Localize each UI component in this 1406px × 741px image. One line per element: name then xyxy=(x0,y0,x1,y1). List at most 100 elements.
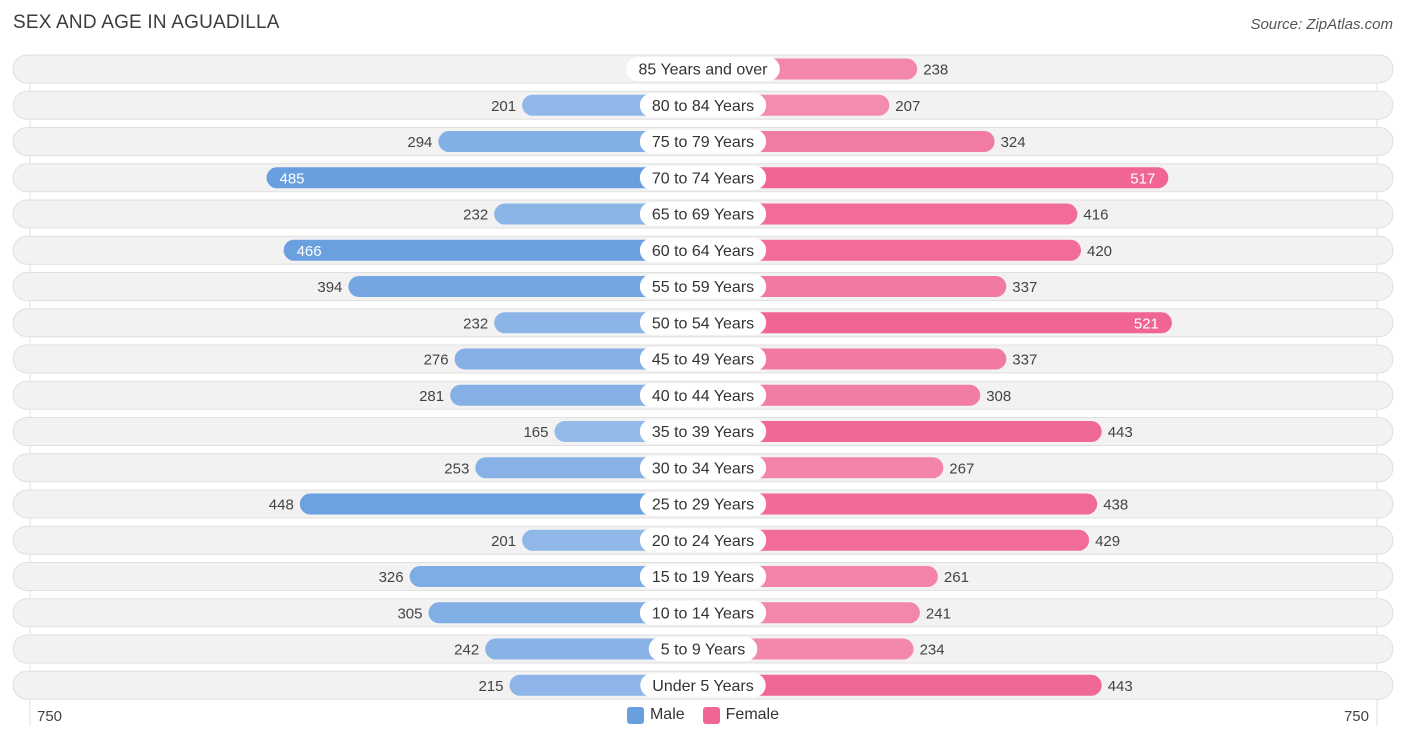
category-label: 45 to 49 Years xyxy=(652,352,754,369)
legend-item-female[interactable]: Female xyxy=(702,706,780,724)
bar-female xyxy=(691,131,995,152)
row-14: 326 261 15 to 19 Years xyxy=(12,562,1394,591)
row-11: 253 267 30 to 34 Years xyxy=(12,453,1394,483)
category-pill xyxy=(639,528,767,553)
category-label: 50 to 54 Years xyxy=(652,315,754,332)
bar-female xyxy=(691,348,1007,370)
row-1: 201 207 80 to 84 Years xyxy=(12,90,1394,120)
category-pill xyxy=(626,57,780,81)
category-pill xyxy=(639,93,767,118)
category-label: 20 to 24 Years xyxy=(652,533,754,550)
legend-label-female: Female xyxy=(725,706,780,723)
category-pill xyxy=(639,202,767,226)
value-label-female: 443 xyxy=(1108,678,1133,695)
category-label: 5 to 9 Years xyxy=(661,642,746,659)
category-label: Under 5 Years xyxy=(652,678,753,695)
bar-male xyxy=(409,566,715,587)
category-label: 60 to 64 Years xyxy=(652,243,754,260)
value-label-male: 232 xyxy=(463,315,488,332)
value-label-male: 294 xyxy=(407,134,432,151)
bar-female xyxy=(691,674,1102,696)
row-13: 201 429 20 to 24 Years xyxy=(12,525,1394,555)
legend-swatch-male xyxy=(626,706,644,724)
category-pill xyxy=(639,238,767,263)
row-5: 466 420 60 to 64 Years xyxy=(12,235,1394,265)
value-label-female: 517 xyxy=(1130,170,1155,187)
category-pill xyxy=(639,129,767,154)
category-label: 55 to 59 Years xyxy=(652,279,754,296)
category-label: 85 Years and over xyxy=(639,62,769,79)
value-label-female: 241 xyxy=(926,605,951,622)
bar-female xyxy=(691,421,1102,442)
row-2: 294 324 75 to 79 Years xyxy=(12,127,1394,156)
row-0: 4723885 Years and over xyxy=(12,54,1394,84)
category-label: 40 to 44 Years xyxy=(652,388,754,405)
category-label: 75 to 79 Years xyxy=(652,134,754,151)
row-4: 232 416 65 to 69 Years xyxy=(12,199,1394,229)
value-label-male: 215 xyxy=(478,678,503,695)
category-label: 25 to 29 Years xyxy=(652,497,754,514)
row-16: 242 234 5 to 9 Years xyxy=(12,634,1394,664)
legend-item-male[interactable]: Male xyxy=(626,706,685,724)
bar-male xyxy=(283,239,715,261)
category-pill xyxy=(639,455,767,480)
bar-male xyxy=(266,167,715,189)
bar-female xyxy=(691,312,1172,334)
category-label: 10 to 14 Years xyxy=(652,605,754,622)
value-label-male: 281 xyxy=(419,388,444,405)
category-label: 65 to 69 Years xyxy=(652,207,754,224)
value-label-male: 466 xyxy=(297,243,322,260)
category-label: 80 to 84 Years xyxy=(652,98,754,115)
value-label-male: 201 xyxy=(491,533,516,550)
value-label-female: 267 xyxy=(949,460,974,477)
value-label-male: 276 xyxy=(424,352,449,369)
value-label-female: 308 xyxy=(986,388,1011,405)
bar-female xyxy=(691,529,1090,551)
legend-label-male: Male xyxy=(649,706,685,723)
value-label-male: 326 xyxy=(379,569,404,586)
category-pill xyxy=(639,347,767,371)
category-pill xyxy=(639,492,767,516)
legend: Male Female xyxy=(0,706,1406,724)
category-pill xyxy=(639,383,767,408)
value-label-female: 238 xyxy=(923,62,948,79)
row-6: 394 337 55 to 59 Years xyxy=(12,272,1394,301)
value-label-female: 207 xyxy=(895,98,920,115)
value-label-male: 394 xyxy=(317,279,342,296)
value-label-female: 416 xyxy=(1083,207,1108,224)
value-label-female: 521 xyxy=(1134,315,1159,332)
category-label: 30 to 34 Years xyxy=(652,460,754,477)
category-pill xyxy=(639,600,767,625)
bar-female xyxy=(691,239,1081,261)
value-label-female: 443 xyxy=(1108,424,1133,441)
category-pill xyxy=(639,310,767,335)
bar-male xyxy=(348,276,715,297)
value-label-female: 337 xyxy=(1012,279,1037,296)
value-label-male: 253 xyxy=(444,460,469,477)
value-label-male: 305 xyxy=(397,605,422,622)
category-label: 15 to 19 Years xyxy=(652,569,754,586)
row-17: 215 443 Under 5 Years xyxy=(12,670,1394,700)
axis-left-label: 750 xyxy=(37,708,63,725)
category-pill xyxy=(639,274,767,299)
category-pill xyxy=(639,564,767,589)
value-label-male: 232 xyxy=(463,207,488,224)
value-label-female: 234 xyxy=(920,642,945,659)
category-pill xyxy=(640,673,766,698)
value-label-male: 201 xyxy=(491,98,516,115)
bar-female xyxy=(691,276,1007,297)
source-label: Source: ZipAtlas.com xyxy=(1250,16,1393,33)
row-15: 305 241 10 to 14 Years xyxy=(12,598,1394,628)
row-12: 448 438 25 to 29 Years xyxy=(12,489,1394,519)
value-label-male: 448 xyxy=(269,497,294,514)
row-10: 165 443 35 to 39 Years xyxy=(12,417,1394,446)
row-8: 276 337 45 to 49 Years xyxy=(12,344,1394,374)
row-3: 485 517 70 to 74 Years xyxy=(12,163,1394,193)
bar-male xyxy=(299,493,715,515)
value-label-male: 485 xyxy=(280,170,305,187)
category-pill xyxy=(639,165,767,190)
value-label-female: 261 xyxy=(944,569,969,586)
legend-swatch-female xyxy=(702,706,720,724)
value-label-female: 337 xyxy=(1012,352,1037,369)
